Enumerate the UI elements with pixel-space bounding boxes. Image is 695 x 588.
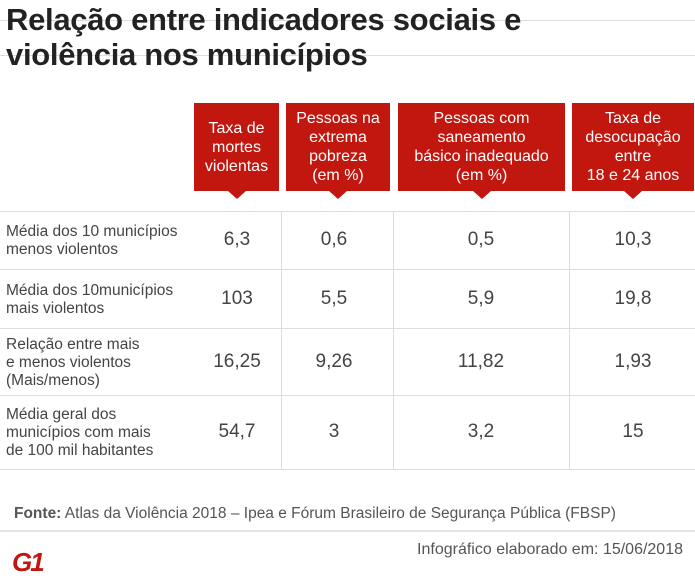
row-divider [0, 469, 695, 470]
source-label: Fonte: [14, 505, 62, 522]
row-label: Média dos 10 municípios menos violentos [6, 223, 178, 258]
table-cell: 6,3 [223, 229, 251, 250]
column-divider [281, 212, 282, 470]
table-cell: 11,82 [457, 350, 505, 372]
table-cell: 0,6 [320, 229, 348, 250]
row-divider [0, 269, 695, 270]
table-cell: 15 [622, 421, 644, 442]
row-divider [0, 211, 695, 212]
table-cell: 10,3 [614, 229, 652, 250]
source-note: Fonte: Atlas da Violência 2018 – Ipea e … [14, 505, 616, 523]
title-rule [0, 20, 695, 21]
table-cell: 0,5 [467, 229, 495, 250]
table-cell: 9,26 [315, 350, 353, 372]
source-text: Atlas da Violência 2018 – Ipea e Fórum B… [61, 505, 616, 522]
g1-logo: G1 [12, 547, 45, 577]
row-label: Média geral dos municípios com mais de 1… [6, 406, 154, 459]
column-divider [393, 212, 394, 470]
table-cell: 103 [221, 287, 253, 309]
table-cell: 16,25 [213, 350, 261, 372]
table-cell: 3 [328, 421, 340, 442]
date-note: Infográfico elaborado em: 15/06/2018 [417, 541, 683, 558]
table-cell: 1,93 [614, 350, 652, 372]
row-divider [0, 395, 695, 396]
column-divider [569, 212, 570, 470]
table-cell: 5,5 [320, 287, 348, 309]
table-cell: 5,9 [467, 287, 495, 309]
column-header: Pessoas na extrema pobreza (em %) [286, 103, 390, 199]
page-title: Relação entre indicadores sociais e viol… [6, 2, 522, 72]
row-divider [0, 328, 695, 329]
table-cell: 54,7 [218, 421, 256, 442]
table-cell: 3,2 [467, 421, 495, 442]
column-header: Taxa de desocupação entre 18 e 24 anos [572, 103, 694, 199]
column-header: Taxa de mortes violentas [194, 103, 279, 199]
row-label: Média dos 10municípios mais violentos [6, 281, 174, 317]
footer-divider [0, 530, 695, 532]
table-cell: 19,8 [614, 287, 652, 309]
title-rule [0, 55, 695, 56]
column-header: Pessoas com saneamento básico inadequado… [398, 103, 565, 199]
row-label: Relação entre mais e menos violentos (Ma… [6, 335, 140, 389]
